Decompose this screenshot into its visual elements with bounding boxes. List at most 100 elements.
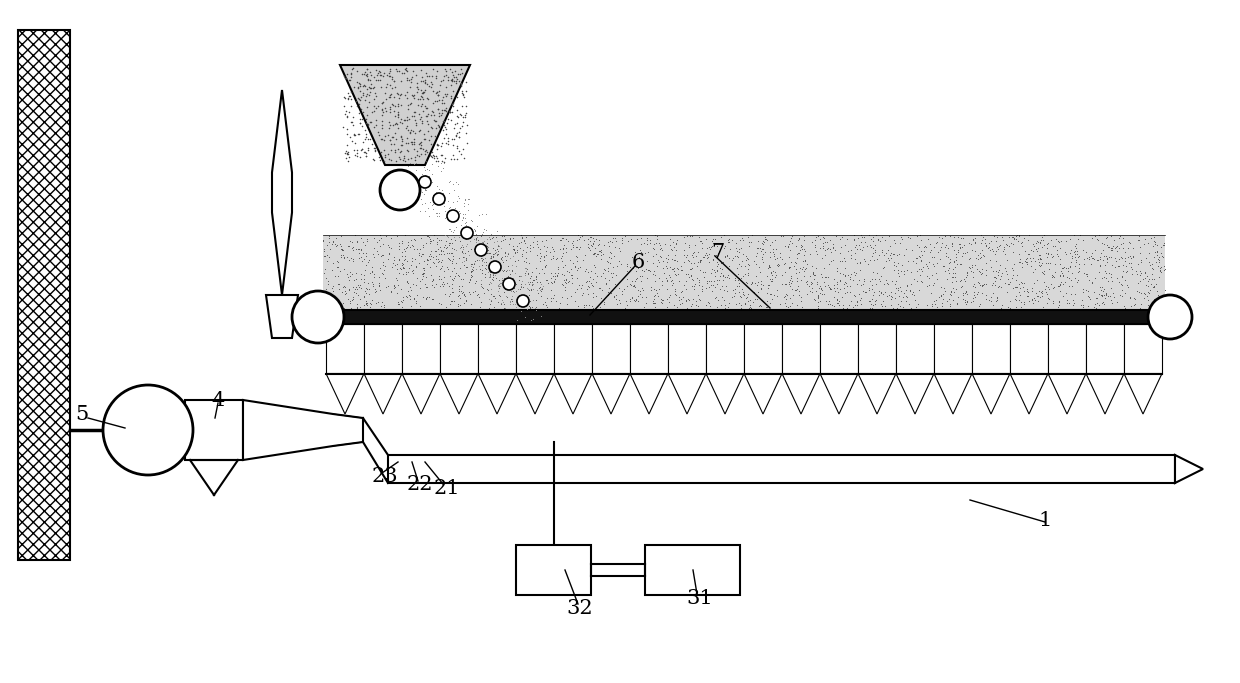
Point xyxy=(543,251,563,262)
Point xyxy=(563,236,583,247)
Point xyxy=(632,283,652,294)
Point xyxy=(402,153,422,164)
Point xyxy=(795,266,815,277)
Point xyxy=(599,252,619,263)
Point xyxy=(1065,240,1085,251)
Point xyxy=(746,259,766,270)
Point xyxy=(634,302,653,313)
Point xyxy=(909,263,929,274)
Point xyxy=(900,303,920,314)
Point xyxy=(470,264,490,275)
Point xyxy=(508,270,528,281)
Point xyxy=(500,252,520,263)
Point xyxy=(419,175,439,186)
Point xyxy=(892,260,911,270)
Point xyxy=(446,78,466,89)
Point xyxy=(398,121,418,132)
Point xyxy=(812,272,832,283)
Point xyxy=(427,87,446,98)
Point xyxy=(760,276,780,287)
Point xyxy=(410,143,430,154)
Point xyxy=(427,116,446,127)
Point xyxy=(475,245,495,256)
Point xyxy=(360,289,379,300)
Point xyxy=(931,290,951,301)
Point xyxy=(495,298,515,309)
Point xyxy=(618,299,637,310)
Point xyxy=(450,69,470,80)
Point xyxy=(742,279,761,290)
Point xyxy=(521,271,541,282)
Point xyxy=(356,132,376,143)
Point xyxy=(429,248,449,259)
Point xyxy=(314,268,334,279)
Point xyxy=(1006,233,1025,244)
Point xyxy=(448,143,467,154)
Point xyxy=(433,163,453,174)
Point xyxy=(1063,250,1083,261)
Point xyxy=(334,245,353,255)
Point xyxy=(972,288,992,298)
Point xyxy=(1023,253,1043,264)
Point xyxy=(631,292,651,303)
Point xyxy=(529,256,549,267)
Point xyxy=(446,75,466,86)
Point xyxy=(986,295,1006,306)
Point xyxy=(1055,276,1075,287)
Point xyxy=(427,139,446,150)
Point xyxy=(435,206,455,217)
Point xyxy=(703,304,723,315)
Point xyxy=(433,91,453,102)
Point xyxy=(644,239,663,250)
Point xyxy=(691,255,711,266)
Point xyxy=(665,268,684,279)
Point xyxy=(476,208,496,219)
Point xyxy=(350,113,370,124)
Point xyxy=(1035,286,1055,297)
Point xyxy=(677,230,697,241)
Point xyxy=(476,240,496,251)
Point xyxy=(356,247,376,258)
Point xyxy=(816,296,836,307)
Point xyxy=(681,270,701,281)
Point xyxy=(470,240,490,251)
Point xyxy=(677,268,697,279)
Point xyxy=(518,267,538,278)
Point xyxy=(1068,245,1087,256)
Point xyxy=(955,276,975,287)
Point xyxy=(365,251,384,262)
Point xyxy=(838,269,858,280)
Point xyxy=(422,130,441,141)
Point xyxy=(712,292,732,303)
Point xyxy=(863,293,883,304)
Polygon shape xyxy=(1048,324,1086,374)
Point xyxy=(480,234,500,245)
Point xyxy=(682,281,702,292)
Point xyxy=(583,292,603,303)
Point xyxy=(472,254,492,265)
Point xyxy=(401,77,420,88)
Point xyxy=(952,251,972,262)
Point xyxy=(665,242,684,253)
Point xyxy=(732,273,751,283)
Point xyxy=(624,279,644,290)
Point xyxy=(584,249,604,260)
Point xyxy=(413,242,433,253)
Point xyxy=(350,107,370,118)
Point xyxy=(419,231,439,242)
Point xyxy=(387,119,407,130)
Point xyxy=(427,180,446,191)
Point xyxy=(1135,292,1154,303)
Point xyxy=(780,263,800,274)
Point xyxy=(911,255,931,266)
Point xyxy=(417,163,436,174)
Point xyxy=(968,277,988,288)
Polygon shape xyxy=(972,374,1011,414)
Point xyxy=(748,247,768,258)
Point xyxy=(465,255,485,266)
Point xyxy=(676,283,696,294)
Point xyxy=(401,235,420,246)
Point xyxy=(963,296,983,307)
Point xyxy=(862,298,882,309)
Point xyxy=(770,298,790,309)
